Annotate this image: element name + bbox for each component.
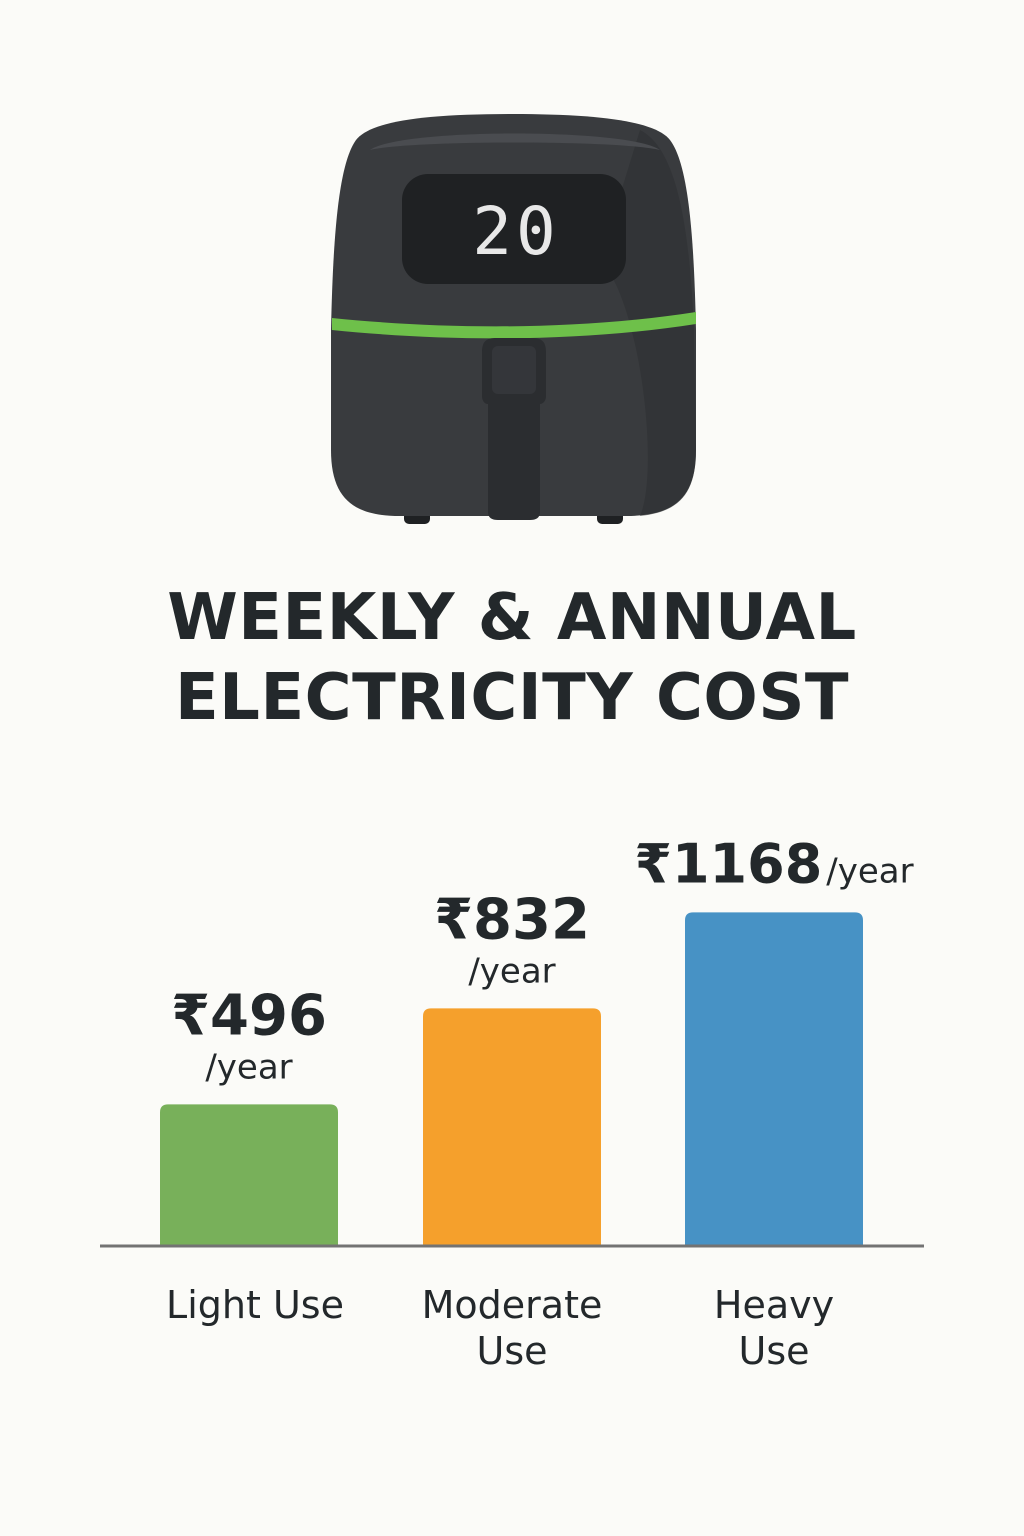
value-label: ₹496 bbox=[171, 983, 327, 1048]
chart-title-line-1: WEEKLY & ANNUAL bbox=[167, 581, 857, 655]
category-label: Use bbox=[477, 1329, 548, 1373]
value-unit-label: /year bbox=[468, 951, 555, 991]
chart-title: WEEKLY & ANNUAL ELECTRICITY COST bbox=[0, 578, 1024, 738]
bar bbox=[160, 1104, 338, 1246]
fryer-display-readout: 20 bbox=[472, 193, 559, 270]
air-fryer-icon: 20 bbox=[331, 114, 696, 524]
value-label: ₹832 bbox=[434, 887, 590, 952]
fryer-handle-grip bbox=[492, 346, 536, 394]
fryer-accent-band bbox=[332, 312, 696, 339]
value-amount: ₹1168 bbox=[634, 832, 822, 895]
value-label: ₹1168/year bbox=[634, 832, 913, 895]
category-label: Use bbox=[739, 1329, 810, 1373]
category-label: Heavy bbox=[714, 1283, 834, 1327]
bar bbox=[685, 912, 863, 1246]
bar bbox=[423, 1008, 601, 1246]
category-label: Light Use bbox=[166, 1283, 344, 1327]
fryer-top-highlight bbox=[370, 133, 660, 150]
fryer-display bbox=[402, 174, 626, 284]
value-unit: /year bbox=[826, 851, 913, 891]
value-unit-label: /year bbox=[205, 1047, 292, 1087]
chart-title-line-2: ELECTRICITY COST bbox=[174, 661, 850, 735]
category-label: Moderate bbox=[422, 1283, 603, 1327]
